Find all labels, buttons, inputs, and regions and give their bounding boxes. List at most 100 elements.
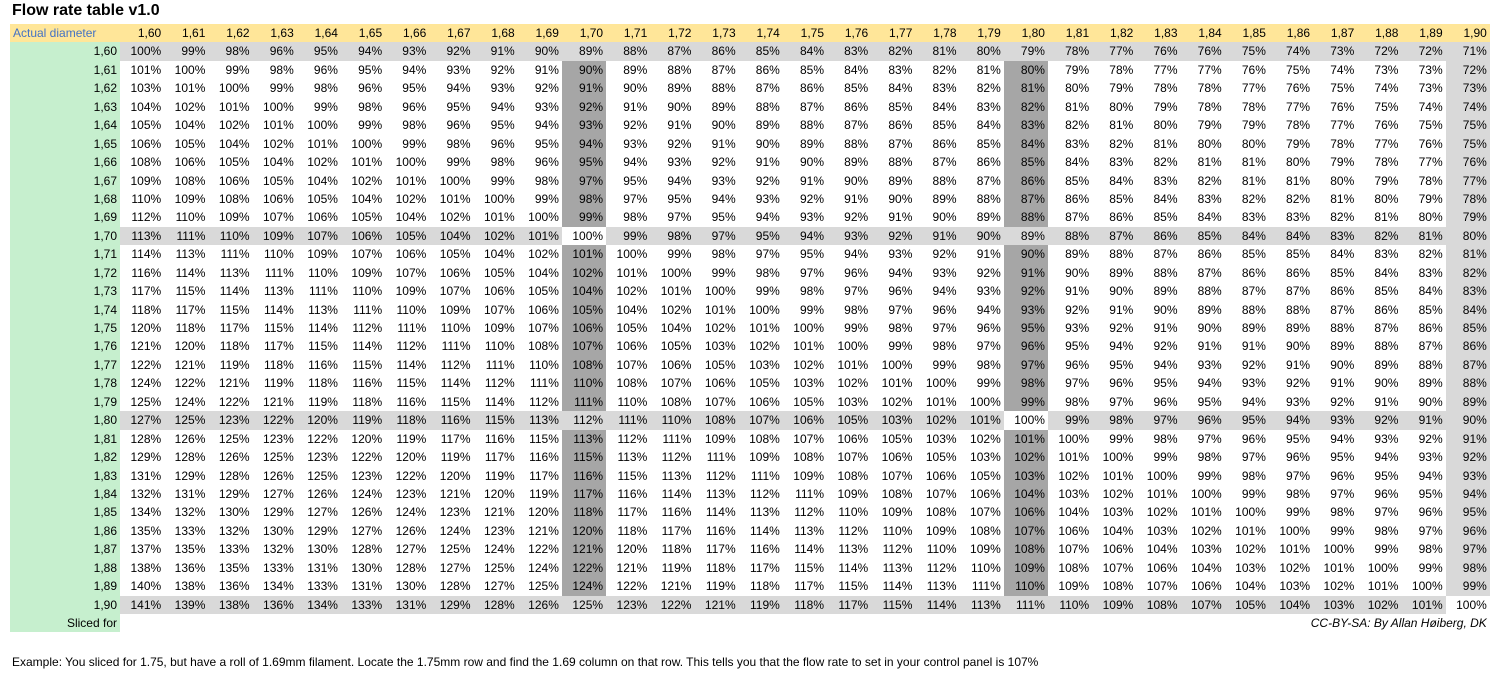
- flow-value: 83%: [1065, 136, 1090, 151]
- flow-value: 98%: [711, 247, 736, 262]
- flow-value: 95%: [738, 226, 783, 246]
- flow-value: 98%: [313, 81, 338, 96]
- flow-value: 89%: [1241, 321, 1266, 335]
- flow-value: 137%: [130, 542, 162, 557]
- flow-value: 96%: [402, 99, 427, 114]
- flow-value: 75%: [1418, 118, 1443, 133]
- flow-value: 92%: [1241, 357, 1266, 372]
- flow-value: 103%: [793, 376, 824, 391]
- flow-value: 81%: [1330, 191, 1355, 206]
- flow-value: 131%: [351, 579, 383, 594]
- flow-value: 111%: [529, 376, 559, 391]
- flow-value: 118%: [219, 339, 250, 354]
- flow-value: 101%: [1279, 542, 1311, 557]
- flow-value: 102%: [749, 339, 780, 354]
- flow-value: 113%: [959, 595, 1004, 614]
- flow-value: 72%: [1357, 42, 1402, 61]
- flow-value: 119%: [484, 468, 515, 483]
- flow-value: 97%: [932, 321, 957, 335]
- flow-value: 112%: [529, 394, 559, 409]
- flow-value: 127%: [307, 505, 338, 520]
- flow-value: 79%: [1241, 118, 1266, 133]
- flow-value: 113%: [308, 302, 338, 317]
- column-header: 1,73: [694, 24, 739, 43]
- flow-value: 78%: [1109, 62, 1134, 77]
- flow-value: 76%: [1180, 42, 1225, 61]
- flow-value: 80%: [1330, 173, 1355, 188]
- flow-value: 104%: [483, 247, 515, 262]
- flow-value: 101%: [307, 136, 338, 151]
- flow-value: 84%: [1197, 210, 1222, 225]
- flow-value: 92%: [932, 247, 957, 262]
- flow-value: 106%: [395, 247, 427, 262]
- flow-value: 102%: [307, 155, 338, 170]
- flow-value: 89%: [711, 99, 736, 114]
- flow-value: 109%: [439, 302, 471, 317]
- flow-value: 123%: [606, 595, 651, 614]
- flow-value: 100%: [704, 284, 736, 299]
- flow-value: 109%: [307, 247, 338, 262]
- flow-value: 105%: [528, 284, 559, 299]
- flow-value: 108%: [1003, 540, 1048, 559]
- flow-value: 99%: [1153, 450, 1178, 465]
- flow-value: 106%: [837, 431, 869, 446]
- flow-value: 120%: [483, 486, 515, 501]
- flow-value: 106%: [528, 302, 559, 317]
- flow-value: 119%: [705, 579, 736, 594]
- flow-value: 93%: [1418, 450, 1443, 465]
- flow-value: 118%: [617, 523, 648, 538]
- flow-value: 82%: [1153, 155, 1178, 170]
- flow-value: 102%: [793, 357, 824, 372]
- flow-value: 133%: [340, 595, 386, 614]
- flow-value: 102%: [473, 226, 518, 246]
- flow-value: 113%: [175, 247, 206, 262]
- flow-value: 101%: [1102, 468, 1134, 483]
- column-header: 1,79: [959, 24, 1004, 43]
- flow-value: 73%: [1418, 81, 1443, 96]
- flow-value: 126%: [351, 505, 383, 520]
- flow-value: 136%: [218, 579, 250, 594]
- flow-value: 97%: [976, 339, 1001, 354]
- row-label: 1,83: [10, 466, 120, 485]
- flow-value: 128%: [174, 450, 206, 465]
- flow-value: 89%: [1003, 226, 1048, 246]
- flow-value: 107%: [439, 284, 471, 299]
- flow-value: 108%: [616, 376, 648, 391]
- flow-value: 81%: [1401, 226, 1446, 246]
- flow-value: 105%: [439, 247, 471, 262]
- flow-value: 117%: [263, 339, 294, 354]
- flow-value: 124%: [528, 560, 559, 575]
- flow-value: 95%: [1109, 357, 1134, 372]
- flow-value: 92%: [623, 118, 648, 133]
- flow-value: 131%: [174, 486, 206, 501]
- flow-value: 111%: [264, 265, 294, 280]
- flow-value: 105%: [793, 394, 824, 409]
- flow-value: 122%: [252, 411, 297, 430]
- flow-value: 122%: [561, 558, 607, 578]
- flow-value: 95%: [534, 136, 559, 151]
- column-header: 1,78: [915, 24, 960, 43]
- flow-value: 108%: [174, 173, 206, 188]
- flow-value: 79%: [1003, 42, 1048, 61]
- flow-value: 97%: [799, 265, 824, 280]
- row-label: 1,66: [10, 153, 120, 172]
- flow-value: 141%: [120, 595, 165, 614]
- flow-value: 110%: [440, 321, 471, 335]
- flow-value: 104%: [616, 302, 648, 317]
- flow-value: 85%: [844, 81, 869, 96]
- flow-value: 117%: [131, 284, 162, 299]
- flow-value: 132%: [130, 486, 162, 501]
- flow-value: 121%: [439, 486, 471, 501]
- flow-value: 93%: [711, 173, 736, 188]
- flow-value: 82%: [932, 62, 957, 77]
- flow-value: 99%: [313, 99, 338, 114]
- flow-value: 115%: [219, 302, 250, 317]
- column-header: 1,64: [296, 24, 341, 43]
- flow-value: 75%: [1224, 42, 1269, 61]
- flow-value: 95%: [799, 247, 824, 262]
- flow-value: 107%: [351, 247, 383, 262]
- flow-value: 122%: [528, 542, 559, 557]
- flow-table: Actual diameter 1,60 1,61 1,62 1,63 1,64 1,65 1…: [10, 24, 1490, 633]
- flow-value: 106%: [218, 173, 250, 188]
- flow-value: 123%: [208, 411, 253, 430]
